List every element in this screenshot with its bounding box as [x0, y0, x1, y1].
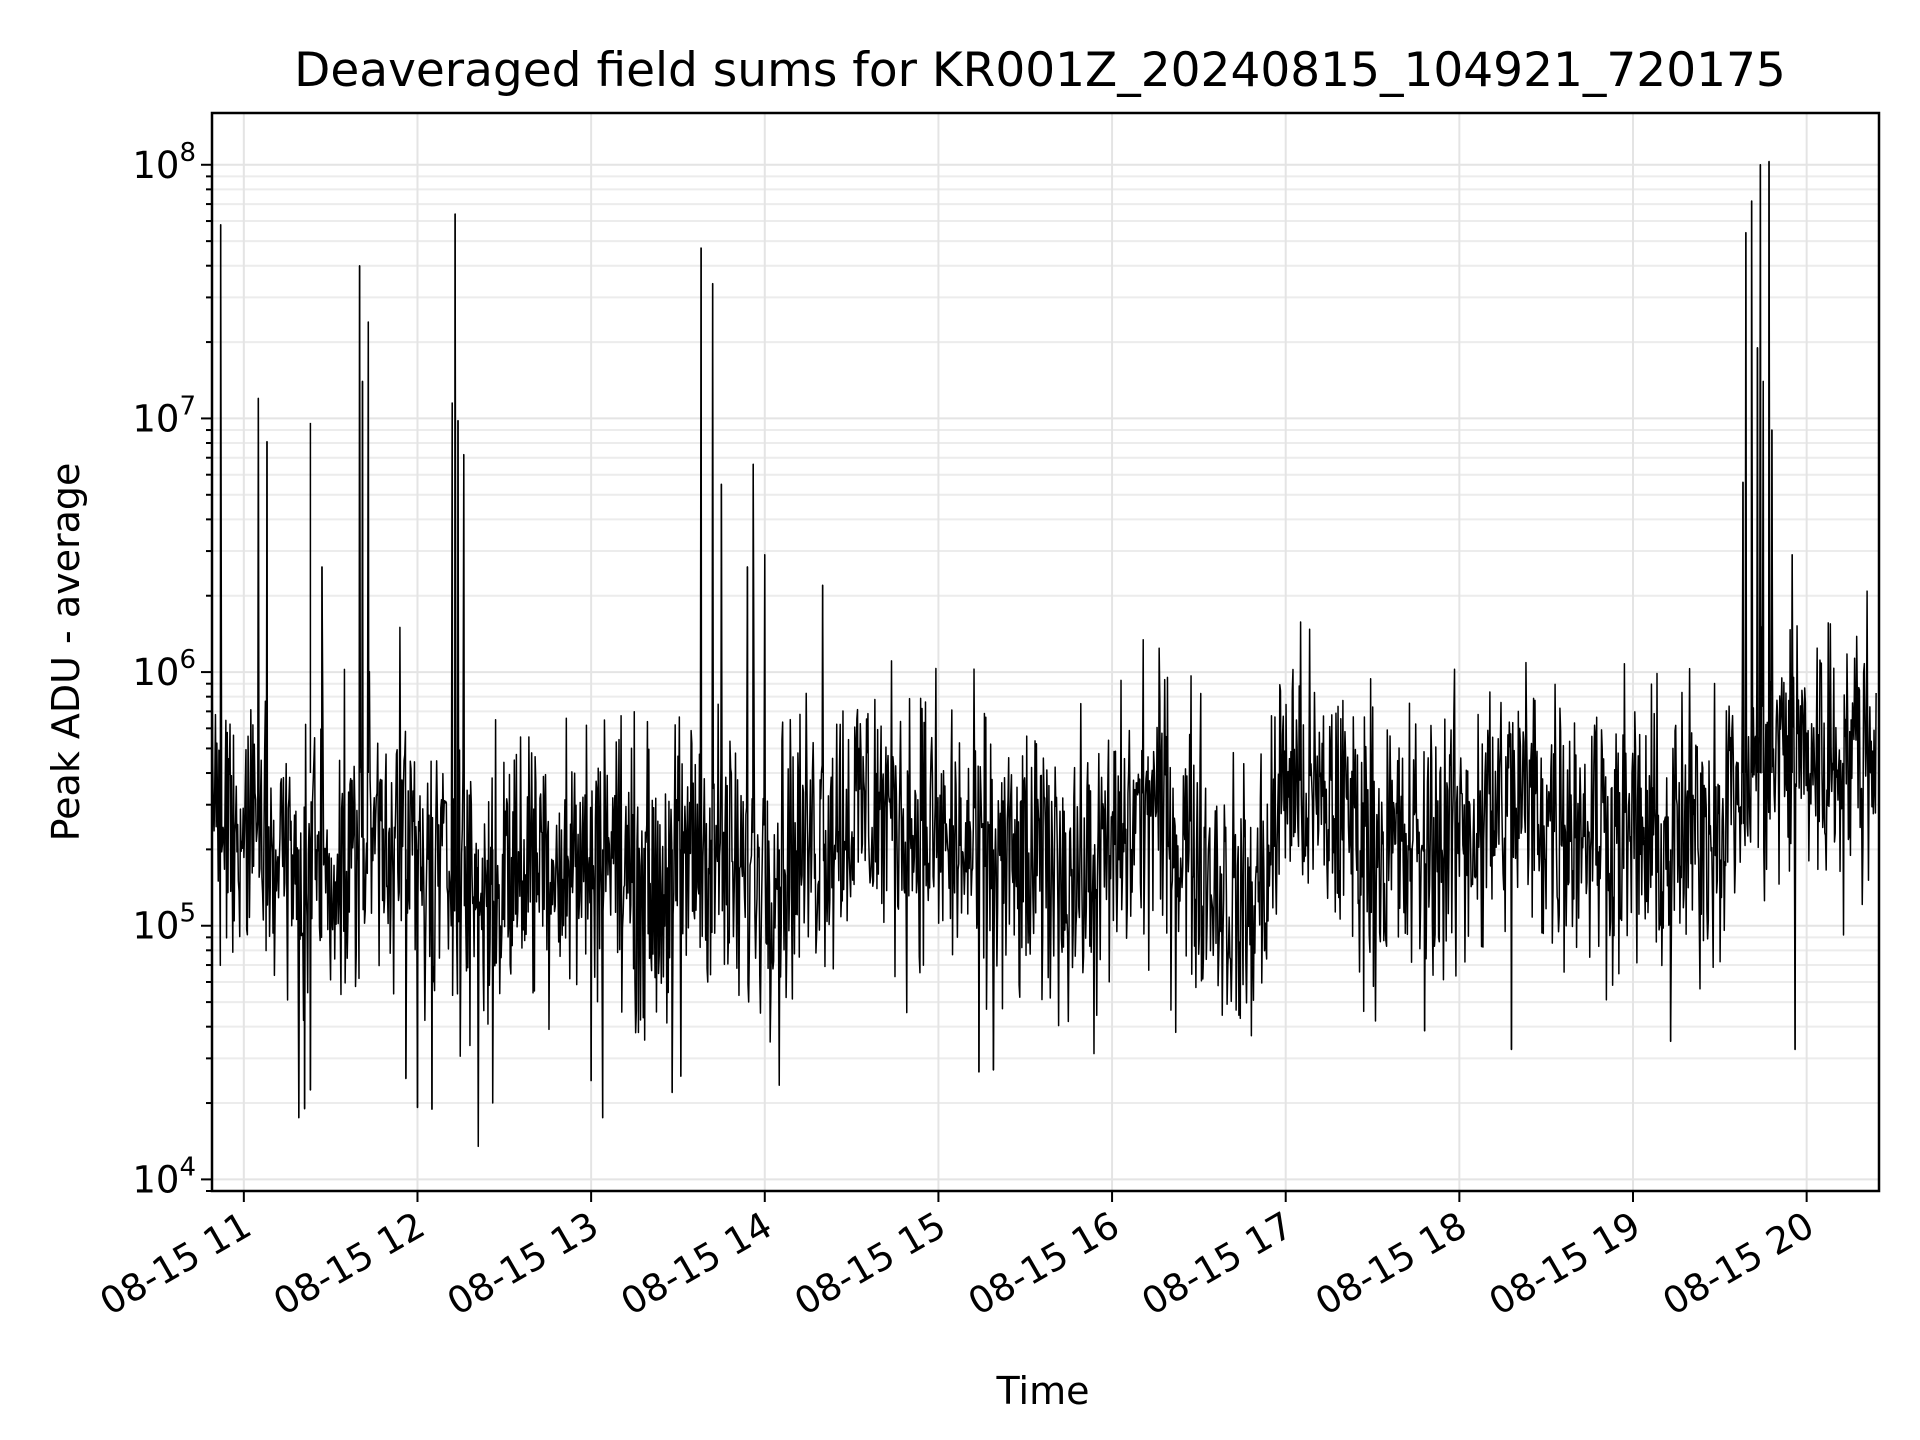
data-layer — [211, 160, 1877, 1148]
y-axis-label: Peak ADU - average — [44, 463, 88, 842]
y-tick-label: 108 — [132, 138, 196, 187]
y-tick-label: 107 — [132, 391, 196, 440]
x-axis-label: Time — [996, 1369, 1090, 1413]
chart-title: Deaveraged field sums for KR001Z_2024081… — [294, 43, 1786, 98]
series-line — [211, 160, 1877, 1148]
y-tick-label: 105 — [132, 899, 196, 948]
plot-frame — [210, 111, 1881, 1193]
y-tick-label: 106 — [132, 645, 196, 694]
y-axis: 104 105 106 107 108 — [132, 138, 212, 1201]
y-tick-label: 104 — [132, 1152, 196, 1201]
